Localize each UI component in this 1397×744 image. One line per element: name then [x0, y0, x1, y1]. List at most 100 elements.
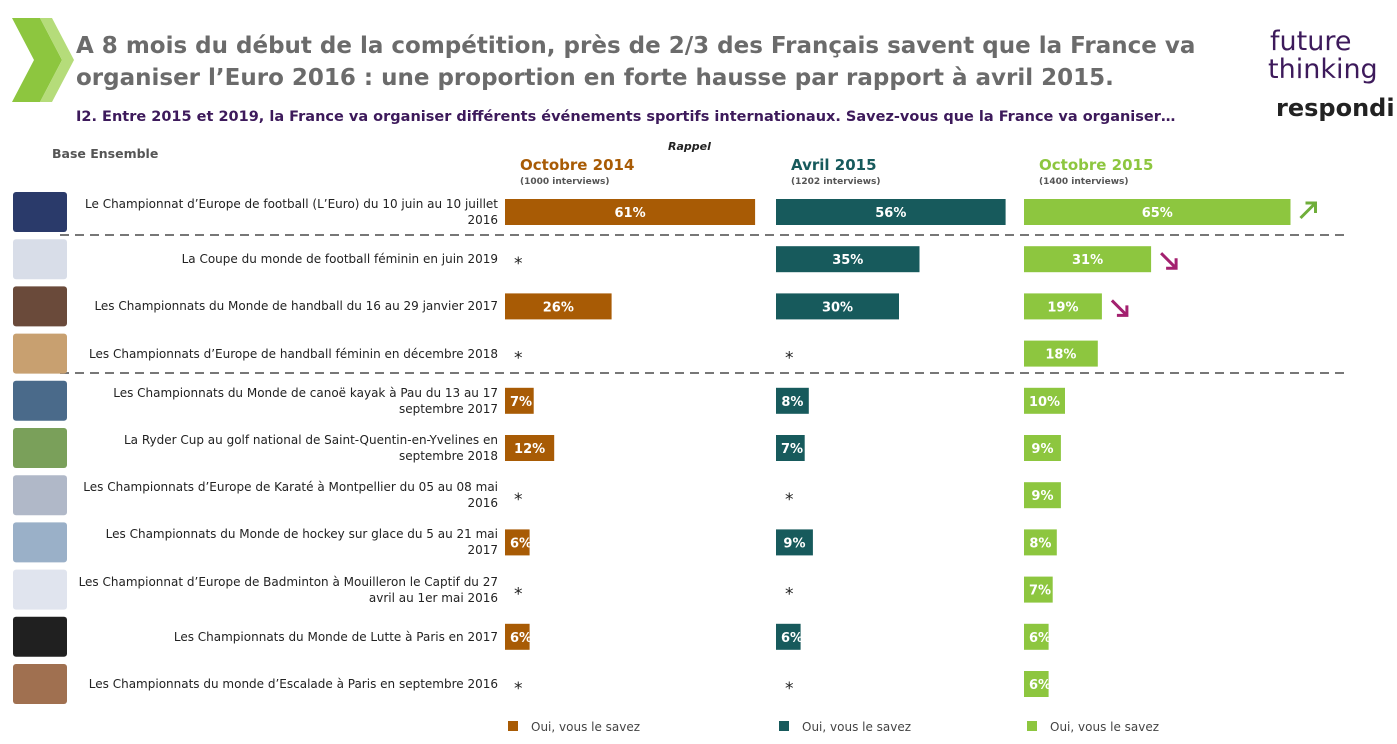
trend-arrow: [1299, 201, 1317, 220]
subtitle: I2. Entre 2015 et 2019, la France va org…: [76, 109, 1176, 125]
missing-label: *: [514, 254, 523, 274]
bar: [1024, 387, 1065, 414]
missing-label: *: [514, 585, 523, 605]
trend-arrow: [1110, 299, 1129, 317]
bar: [1024, 671, 1049, 697]
value-label: 10%: [1029, 395, 1060, 410]
bar: [1024, 435, 1061, 461]
series-subtitle: (1000 interviews): [520, 177, 609, 187]
bar: [1024, 293, 1102, 320]
value-label: 9%: [783, 536, 805, 551]
value-label: 31%: [1072, 253, 1103, 268]
value-label: 8%: [781, 395, 803, 410]
value-label: 6%: [510, 536, 532, 551]
value-label: 30%: [822, 300, 853, 315]
value-label: 8%: [1029, 536, 1051, 551]
value-label: 65%: [1142, 206, 1173, 221]
icon: [13, 239, 67, 280]
legend-label: Oui, vous le savez: [802, 720, 911, 734]
bar: [1024, 576, 1053, 603]
value-label: 6%: [510, 631, 532, 646]
bar: [776, 246, 920, 273]
bar: [505, 435, 555, 461]
missing-label: *: [785, 585, 794, 605]
value-label: 7%: [1029, 584, 1051, 599]
value-label: 9%: [1031, 489, 1053, 504]
icon: [13, 664, 67, 704]
bar: [505, 529, 530, 556]
icon: [13, 569, 67, 610]
series-subtitle: (1400 interviews): [1039, 177, 1128, 187]
logo-text: thinking: [1268, 54, 1378, 85]
bar: [505, 387, 534, 414]
legend-swatch: [779, 721, 789, 731]
icon: [13, 616, 67, 657]
missing-label: *: [514, 349, 523, 369]
missing-label: *: [514, 490, 523, 510]
bar: [505, 623, 530, 650]
legend-swatch: [508, 721, 518, 731]
bar: [1024, 623, 1049, 650]
row-label: Les Championnats d’Europe de Karaté à Mo…: [83, 480, 498, 511]
bar: [776, 199, 1006, 225]
value-label: 6%: [1029, 678, 1051, 693]
value-label: 61%: [614, 206, 645, 221]
series-subtitle: (1202 interviews): [791, 177, 880, 187]
row-label: Le Championnat d’Europe de football (L’E…: [85, 197, 498, 227]
value-label: 6%: [781, 631, 803, 646]
value-label: 56%: [875, 206, 906, 221]
icon: [13, 380, 67, 421]
bar: [505, 199, 756, 225]
title-line: A 8 mois du début de la compétition, prè…: [76, 33, 1196, 59]
row-label: La Ryder Cup au golf national de Saint-Q…: [124, 433, 498, 463]
missing-label: *: [785, 349, 794, 369]
logo-text: future: [1270, 26, 1351, 57]
icon: [13, 475, 67, 516]
bar: [1024, 246, 1152, 273]
value-label: 6%: [1029, 631, 1051, 646]
value-label: 18%: [1045, 348, 1076, 363]
bar: [1024, 340, 1098, 367]
row-label: Les Championnats du Monde de hockey sur …: [105, 527, 498, 558]
missing-label: *: [785, 490, 794, 510]
bar: [776, 529, 813, 556]
logo-text: respondi: [1276, 94, 1395, 122]
base-label: Base Ensemble: [52, 146, 158, 161]
legend-swatch: [1027, 721, 1037, 731]
legend-label: Oui, vous le savez: [1050, 720, 1159, 734]
title-line: organiser l’Euro 2016 : une proportion e…: [76, 65, 1114, 91]
bar: [776, 435, 805, 461]
icon: [13, 333, 67, 374]
row-label: Les Championnats du monde d’Escalade à P…: [88, 677, 498, 691]
missing-label: *: [514, 679, 523, 699]
row-label: Les Championnats du Monde de canoë kayak…: [113, 385, 498, 416]
bar: [1024, 529, 1057, 556]
title: A 8 mois du début de la compétition, prè…: [76, 30, 1195, 94]
value-label: 35%: [832, 253, 863, 268]
value-label: 12%: [514, 442, 545, 457]
annotation: Rappel: [668, 140, 711, 153]
bar: [776, 387, 809, 414]
row-label: Les Championnats d’Europe de handball fé…: [89, 346, 498, 361]
bar: [1024, 482, 1061, 509]
value-label: 26%: [543, 300, 574, 315]
value-label: 9%: [1031, 442, 1053, 457]
bar: [776, 293, 899, 320]
series-name: Avril 2015: [791, 156, 877, 174]
value-label: 7%: [510, 395, 532, 410]
icon: [13, 522, 67, 563]
icon: [13, 286, 67, 327]
missing-label: *: [785, 679, 794, 699]
bar: [1024, 199, 1291, 225]
chevron: [40, 18, 74, 102]
row-label: Les Championnat d’Europe de Badminton à …: [78, 574, 498, 605]
bar: [505, 293, 612, 320]
legend-label: Oui, vous le savez: [531, 720, 640, 734]
series-name: Octobre 2015: [1039, 156, 1153, 174]
row-label: La Coupe du monde de football féminin en…: [181, 252, 498, 267]
value-label: 19%: [1047, 300, 1078, 315]
series-name: Octobre 2014: [520, 156, 634, 174]
bar: [776, 623, 801, 650]
trend-arrow: [1160, 252, 1178, 270]
